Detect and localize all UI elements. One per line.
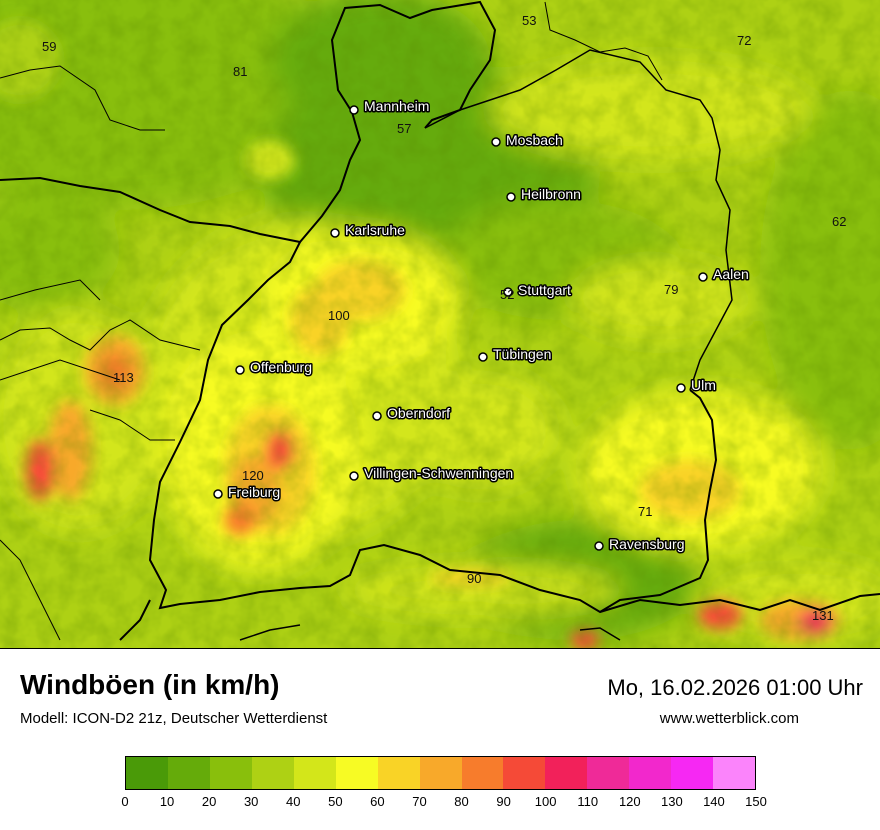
legend-swatch (209, 757, 252, 789)
legend-tick-label: 70 (412, 794, 427, 809)
city-heilbronn[interactable]: Heilbronn (506, 185, 582, 204)
legend-tick-label: 140 (703, 794, 725, 809)
value-label: 79 (664, 282, 678, 297)
city-mannheim[interactable]: Mannheim (349, 97, 431, 116)
legend-tick-label: 130 (661, 794, 683, 809)
legend-swatch (587, 757, 630, 789)
legend-swatch (335, 757, 378, 789)
value-label: 57 (397, 121, 411, 136)
svg-text:Mannheim: Mannheim (364, 98, 429, 114)
legend-swatch (629, 757, 672, 789)
svg-text:Tübingen: Tübingen (493, 346, 551, 362)
value-label: 90 (467, 571, 481, 586)
city-aalen[interactable]: Aalen (698, 265, 750, 284)
value-label: 113 (113, 370, 134, 385)
wind-gust-map: Mannheim Mosbach Heilbronn Karlsruhe Stu… (0, 0, 880, 649)
value-label: 131 (812, 608, 834, 623)
legend-swatch (167, 757, 210, 789)
legend-tick-label: 60 (370, 794, 385, 809)
legend-swatch (545, 757, 588, 789)
value-label: 72 (737, 33, 751, 48)
legend-swatch (671, 757, 714, 789)
legend-swatch (251, 757, 294, 789)
value-labels: 59 53 72 81 57 62 79 52 100 113 120 71 9… (42, 13, 846, 623)
legend-swatch (713, 757, 756, 789)
legend-tick-label: 20 (201, 794, 217, 809)
city-karlsruhe[interactable]: Karlsruhe (330, 221, 407, 240)
city-freiburg[interactable]: Freiburg (213, 483, 282, 502)
city-mosbach[interactable]: Mosbach (491, 131, 564, 150)
value-label: 100 (328, 308, 350, 323)
svg-text:Aalen: Aalen (713, 266, 749, 282)
legend-swatch (377, 757, 420, 789)
svg-text:Heilbronn: Heilbronn (521, 186, 581, 202)
value-label: 52 (500, 287, 514, 302)
value-label: 62 (832, 214, 846, 229)
legend-tick-label: 0 (121, 794, 129, 809)
website-link[interactable]: www.wetterblick.com (659, 710, 799, 727)
valid-datetime: Mo, 16.02.2026 01:00 Uhr (607, 675, 863, 700)
legend-tick-label: 80 (454, 794, 469, 809)
city-ulm[interactable]: Ulm (676, 376, 717, 395)
legend-tick-label: 110 (577, 794, 599, 809)
svg-text:Freiburg: Freiburg (228, 484, 280, 500)
color-legend (125, 756, 756, 790)
svg-text:Karlsruhe: Karlsruhe (345, 222, 405, 238)
value-label: 120 (242, 468, 264, 483)
city-oberndorf[interactable]: Oberndorf (372, 404, 452, 423)
svg-text:Mosbach: Mosbach (506, 132, 563, 148)
svg-text:Oberndorf: Oberndorf (387, 405, 450, 421)
city-villingen-schwenningen[interactable]: Villingen-Schwenningen (349, 464, 515, 483)
legend-swatch (419, 757, 462, 789)
city-offenburg[interactable]: Offenburg (235, 358, 314, 377)
value-label: 53 (522, 13, 536, 28)
map-canvas: Mannheim Mosbach Heilbronn Karlsruhe Stu… (0, 0, 880, 648)
legend-swatch (126, 757, 168, 789)
city-tuebingen[interactable]: Tübingen (478, 345, 553, 364)
legend-tick-label: 10 (159, 794, 175, 809)
legend-tick-label: 150 (745, 794, 767, 809)
legend-tick-label: 90 (496, 794, 511, 809)
city-ravensburg[interactable]: Ravensburg (594, 535, 686, 554)
footer: Windböen (in km/h) Modell: ICON-D2 21z, … (0, 649, 880, 830)
legend-ticks: 0 10 20 30 40 50 60 70 80 90 100 110 120 130 140 150 (121, 794, 766, 814)
legend-swatch (293, 757, 336, 789)
city-markers: Mannheim Mosbach Heilbronn Karlsruhe Stu… (213, 97, 750, 554)
svg-text:Offenburg: Offenburg (250, 359, 312, 375)
model-source: Modell: ICON-D2 21z, Deutscher Wetterdie… (20, 710, 328, 727)
legend-tick-label: 50 (328, 794, 343, 809)
value-label: 81 (233, 64, 247, 79)
svg-text:Ravensburg: Ravensburg (609, 536, 685, 552)
value-label: 59 (42, 39, 56, 54)
legend-tick-label: 100 (534, 794, 557, 809)
legend-tick-label: 120 (618, 794, 641, 809)
svg-text:Stuttgart: Stuttgart (518, 282, 571, 298)
svg-text:Villingen-Schwenningen: Villingen-Schwenningen (364, 465, 513, 481)
svg-text:Ulm: Ulm (691, 377, 716, 393)
legend-tick-label: 40 (286, 794, 301, 809)
texture-overlay (0, 0, 880, 648)
legend-swatch (461, 757, 504, 789)
map-title: Windböen (in km/h) (20, 669, 280, 700)
legend-swatch (503, 757, 546, 789)
legend-tick-label: 30 (243, 794, 259, 809)
value-label: 71 (638, 504, 652, 519)
city-stuttgart[interactable]: Stuttgart (503, 281, 573, 300)
